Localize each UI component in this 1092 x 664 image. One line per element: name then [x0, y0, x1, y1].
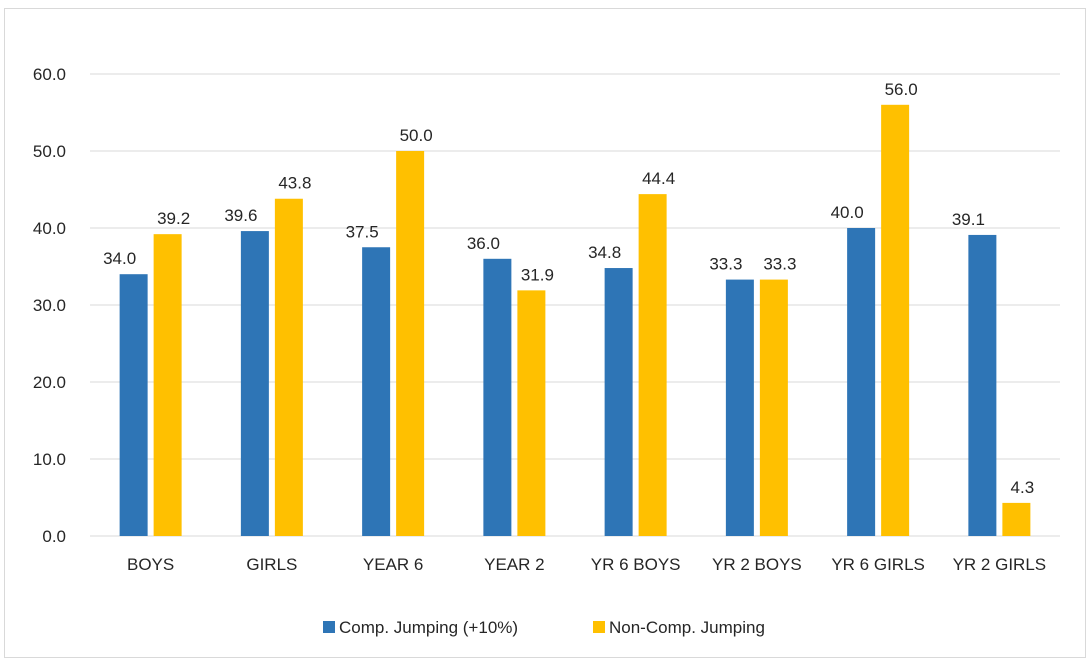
bar-comp-jumping	[847, 228, 876, 536]
legend-swatch	[323, 621, 335, 633]
gridlines	[90, 73, 1060, 537]
x-category-label: YR 6 BOYS	[591, 555, 681, 574]
x-category-label: YEAR 6	[363, 555, 423, 574]
bar-comp-jumping	[968, 234, 997, 536]
bar-comp-jumping	[604, 268, 633, 536]
x-category-label: YEAR 2	[484, 555, 544, 574]
data-label: 34.8	[588, 243, 621, 262]
x-axis-categories: BOYS GIRLS YEAR 6 YEAR 2 YR 6 BOYS YR 2 BOYS Y…	[127, 555, 1046, 574]
data-label: 44.4	[642, 169, 675, 188]
data-label: 33.3	[709, 255, 742, 274]
bar-comp-jumping	[119, 274, 148, 536]
data-label: 34.0	[103, 249, 136, 268]
data-labels: 34.0 39.2 39.6 43.8 37.5 50.0 36.0 31.9 34.8 44.4…	[103, 80, 1034, 497]
y-tick-label: 30.0	[33, 296, 66, 315]
data-label: 36.0	[467, 234, 500, 253]
bar-non-comp-jumping	[881, 104, 910, 537]
bar-non-comp-jumping	[153, 234, 182, 536]
legend-swatch	[593, 621, 605, 633]
y-tick-label: 10.0	[33, 450, 66, 469]
bar-non-comp-jumping	[517, 290, 546, 536]
data-label: 31.9	[521, 265, 554, 284]
y-tick-label: 60.0	[33, 65, 66, 84]
bars	[119, 104, 1031, 537]
bar-non-comp-jumping	[759, 279, 788, 536]
data-label: 33.3	[763, 255, 796, 274]
x-category-label: YR 2 GIRLS	[953, 555, 1047, 574]
y-tick-label: 0.0	[42, 527, 66, 546]
bar-non-comp-jumping	[638, 194, 667, 536]
data-label: 50.0	[400, 126, 433, 145]
data-label: 40.0	[831, 203, 864, 222]
legend-label: Comp. Jumping (+10%)	[339, 618, 518, 637]
data-label: 56.0	[885, 80, 918, 99]
x-category-label: BOYS	[127, 555, 174, 574]
data-label: 4.3	[1011, 478, 1035, 497]
bar-non-comp-jumping	[1002, 502, 1031, 536]
data-label: 39.2	[157, 209, 190, 228]
data-label: 39.1	[952, 210, 985, 229]
y-tick-label: 20.0	[33, 373, 66, 392]
y-tick-label: 50.0	[33, 142, 66, 161]
bar-non-comp-jumping	[396, 151, 425, 536]
data-label: 39.6	[224, 206, 257, 225]
bar-comp-jumping	[725, 279, 754, 536]
bar-comp-jumping	[240, 231, 269, 536]
x-category-label: YR 6 GIRLS	[831, 555, 925, 574]
y-axis-ticks: 0.0 10.0 20.0 30.0 40.0 50.0 60.0	[33, 65, 66, 546]
x-category-label: GIRLS	[246, 555, 297, 574]
x-category-label: YR 2 BOYS	[712, 555, 802, 574]
data-label: 43.8	[278, 174, 311, 193]
y-tick-label: 40.0	[33, 219, 66, 238]
legend-label: Non-Comp. Jumping	[609, 618, 765, 637]
data-label: 37.5	[346, 222, 379, 241]
bar-non-comp-jumping	[274, 198, 303, 537]
bar-comp-jumping	[483, 258, 512, 536]
bar-comp-jumping	[362, 247, 391, 536]
legend: Comp. Jumping (+10%) Non-Comp. Jumping	[323, 618, 765, 637]
